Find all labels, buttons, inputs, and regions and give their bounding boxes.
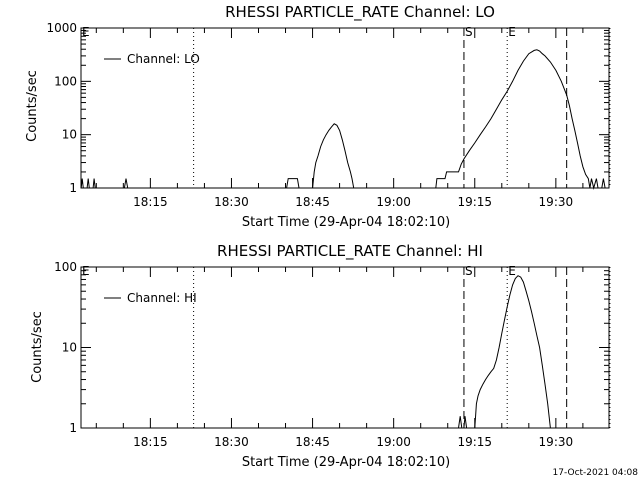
x-tick-label: 19:15 — [457, 195, 492, 209]
x-tick-label: 18:30 — [214, 195, 249, 209]
x-axis-label: Start Time (29-Apr-04 18:02:10) — [242, 215, 450, 230]
x-tick-label: 19:15 — [457, 435, 492, 449]
legend-label: Channel: HI — [127, 291, 197, 305]
x-tick-label: 19:00 — [376, 435, 411, 449]
lo-channel-panel: RHESSI PARTICLE_RATE Channel: LO Counts/… — [25, 3, 611, 230]
x-tick-label: 19:30 — [539, 435, 574, 449]
x-tick-label: 18:45 — [295, 435, 330, 449]
y-tick-label: 1 — [69, 421, 77, 435]
event-marker-label: E — [508, 25, 516, 39]
plot-frame — [80, 27, 610, 189]
x-tick-label: 19:30 — [539, 195, 574, 209]
y-tick-label: 10 — [62, 341, 77, 355]
x-tick-label: 18:15 — [133, 435, 168, 449]
hi-channel-panel: RHESSI PARTICLE_RATE Channel: HI Counts/… — [30, 242, 611, 470]
y-axis-label: Counts/sec — [30, 311, 45, 383]
x-axis-label: Start Time (29-Apr-04 18:02:10) — [242, 455, 450, 470]
x-tick-label: 18:15 — [133, 195, 168, 209]
x-tick-label: 18:30 — [214, 435, 249, 449]
y-tick-label: 100 — [54, 74, 77, 88]
event-marker-label: E — [508, 264, 516, 278]
y-tick-label: 1000 — [46, 21, 77, 35]
event-marker-label: S — [465, 25, 473, 39]
y-axis-label: Counts/sec — [25, 70, 40, 142]
legend-label: Channel: LO — [127, 52, 200, 66]
y-tick-label: 1 — [69, 181, 77, 195]
generation-timestamp: 17-Oct-2021 04:08 — [553, 468, 639, 478]
chart-title: RHESSI PARTICLE_RATE Channel: HI — [217, 242, 483, 261]
series-line — [80, 49, 606, 190]
chart-title: RHESSI PARTICLE_RATE Channel: LO — [225, 3, 495, 22]
event-marker-label: S — [465, 264, 473, 278]
x-tick-label: 18:45 — [295, 195, 330, 209]
event-marker-label: E — [82, 25, 90, 39]
x-tick-label: 19:00 — [376, 195, 411, 209]
y-tick-label: 10 — [62, 128, 77, 142]
event-marker-label: E — [82, 264, 90, 278]
y-tick-label: 100 — [54, 260, 77, 274]
series-line — [458, 275, 551, 429]
